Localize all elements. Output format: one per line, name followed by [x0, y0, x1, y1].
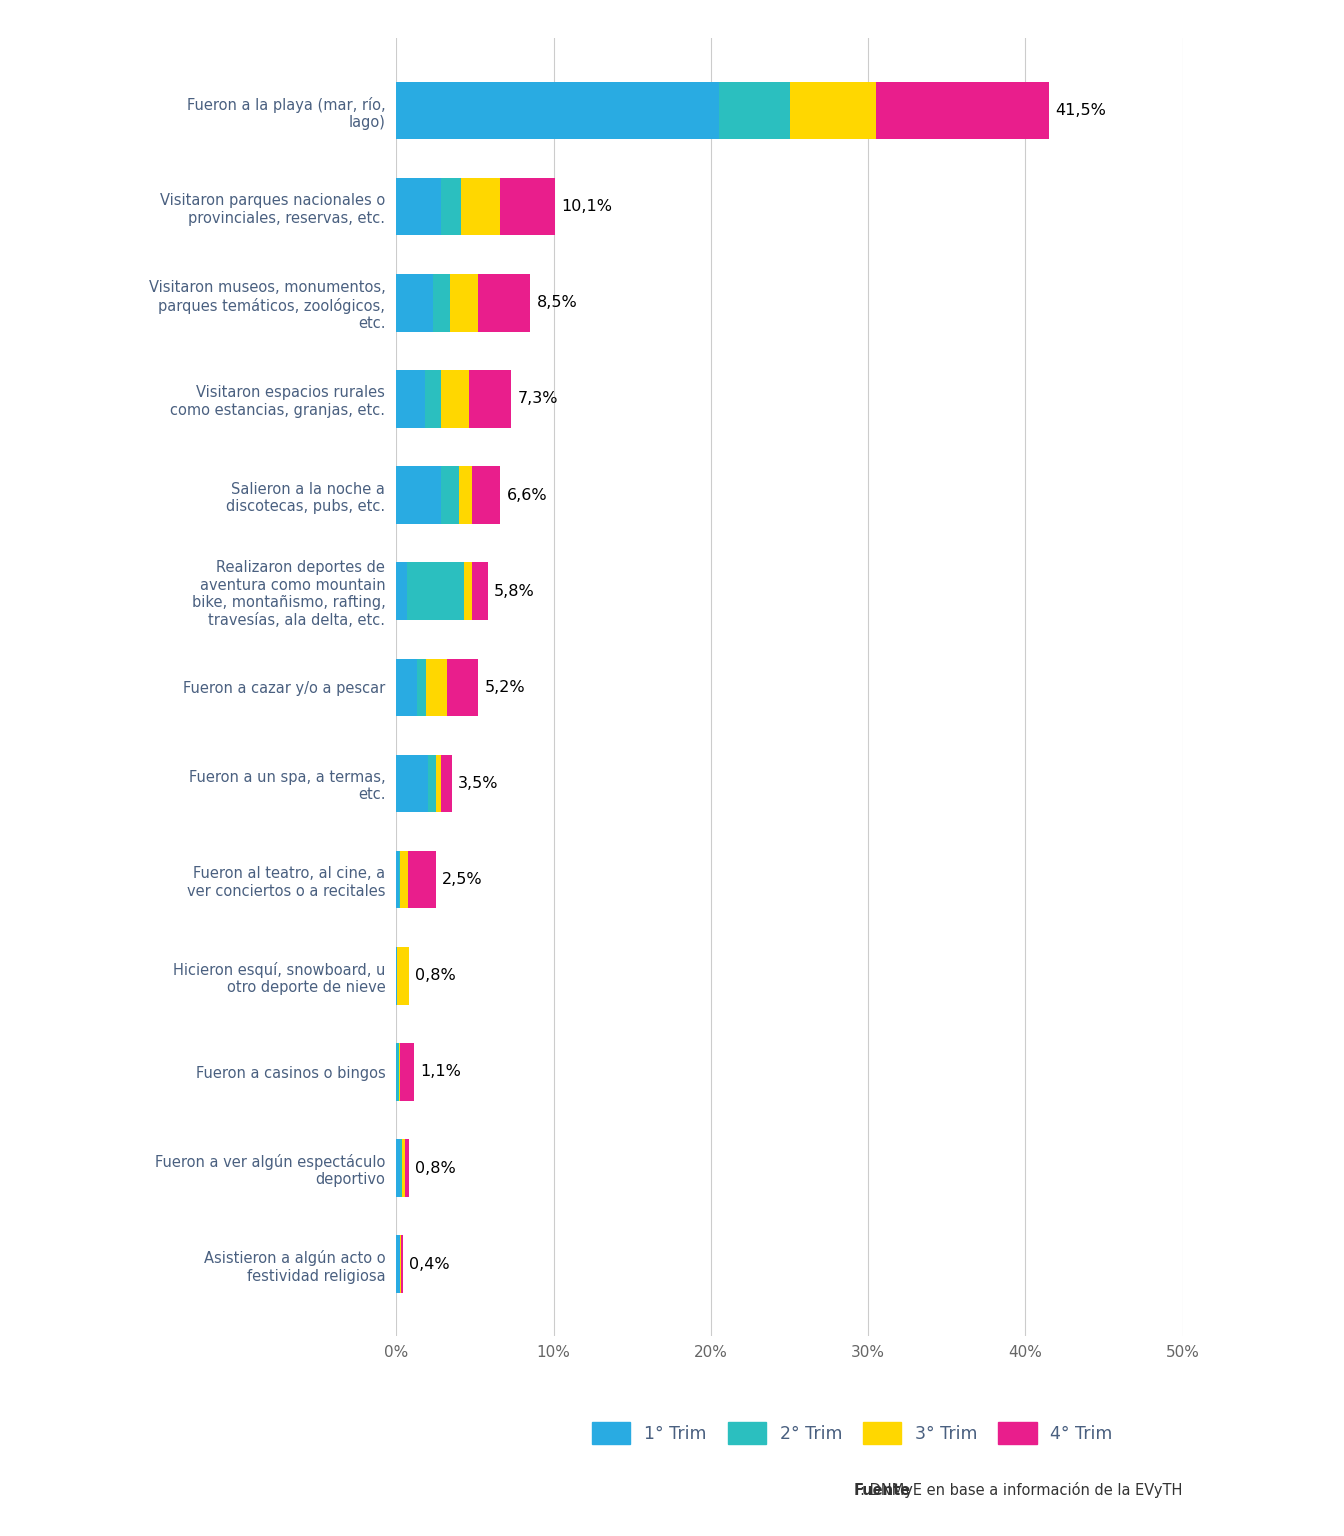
Text: 41,5%: 41,5%: [1055, 103, 1106, 118]
Text: 5,8%: 5,8%: [495, 584, 535, 599]
Bar: [478, 273, 530, 332]
Bar: [876, 81, 1050, 140]
Text: 0,8%: 0,8%: [415, 1161, 456, 1175]
Bar: [427, 754, 435, 813]
Bar: [396, 1140, 401, 1197]
Bar: [396, 273, 433, 332]
Text: 6,6%: 6,6%: [507, 487, 547, 502]
Bar: [441, 754, 452, 813]
Bar: [401, 1043, 414, 1101]
Bar: [396, 178, 441, 235]
Text: 7,3%: 7,3%: [517, 392, 558, 407]
Bar: [450, 273, 478, 332]
Bar: [396, 754, 427, 813]
Text: 2,5%: 2,5%: [442, 872, 482, 888]
Bar: [399, 851, 401, 908]
Bar: [426, 659, 446, 716]
Text: 10,1%: 10,1%: [562, 200, 613, 214]
Bar: [461, 178, 500, 235]
Legend: 1° Trim, 2° Trim, 3° Trim, 4° Trim: 1° Trim, 2° Trim, 3° Trim, 4° Trim: [585, 1415, 1120, 1452]
Text: 3,5%: 3,5%: [458, 776, 499, 791]
Bar: [396, 562, 407, 621]
Bar: [396, 851, 399, 908]
Text: : DNMyE en base a información de la EVyTH: : DNMyE en base a información de la EVyT…: [860, 1482, 1183, 1498]
Bar: [460, 467, 472, 524]
Bar: [469, 370, 511, 429]
Bar: [401, 1140, 402, 1197]
Text: 8,5%: 8,5%: [536, 295, 577, 310]
Text: 5,2%: 5,2%: [485, 680, 526, 694]
Bar: [472, 562, 488, 621]
Text: 0,8%: 0,8%: [415, 968, 456, 983]
Bar: [396, 370, 425, 429]
Bar: [441, 178, 461, 235]
Bar: [396, 467, 441, 524]
Bar: [435, 754, 441, 813]
Bar: [433, 273, 450, 332]
Bar: [402, 1235, 403, 1293]
Bar: [405, 1140, 409, 1197]
Bar: [719, 81, 789, 140]
Bar: [472, 467, 500, 524]
Bar: [396, 659, 417, 716]
Bar: [407, 562, 464, 621]
Bar: [398, 1043, 399, 1101]
Bar: [417, 659, 426, 716]
Bar: [409, 851, 435, 908]
Bar: [401, 851, 409, 908]
Bar: [402, 1140, 405, 1197]
Text: 1,1%: 1,1%: [421, 1064, 461, 1080]
Bar: [396, 1235, 399, 1293]
Bar: [396, 81, 719, 140]
Bar: [446, 659, 478, 716]
Text: Fuente: Fuente: [853, 1482, 911, 1498]
Bar: [789, 81, 876, 140]
Bar: [425, 370, 441, 429]
Bar: [441, 467, 460, 524]
Bar: [396, 946, 409, 1005]
Text: 0,4%: 0,4%: [409, 1256, 450, 1272]
Bar: [441, 370, 469, 429]
Bar: [464, 562, 472, 621]
Bar: [500, 178, 555, 235]
